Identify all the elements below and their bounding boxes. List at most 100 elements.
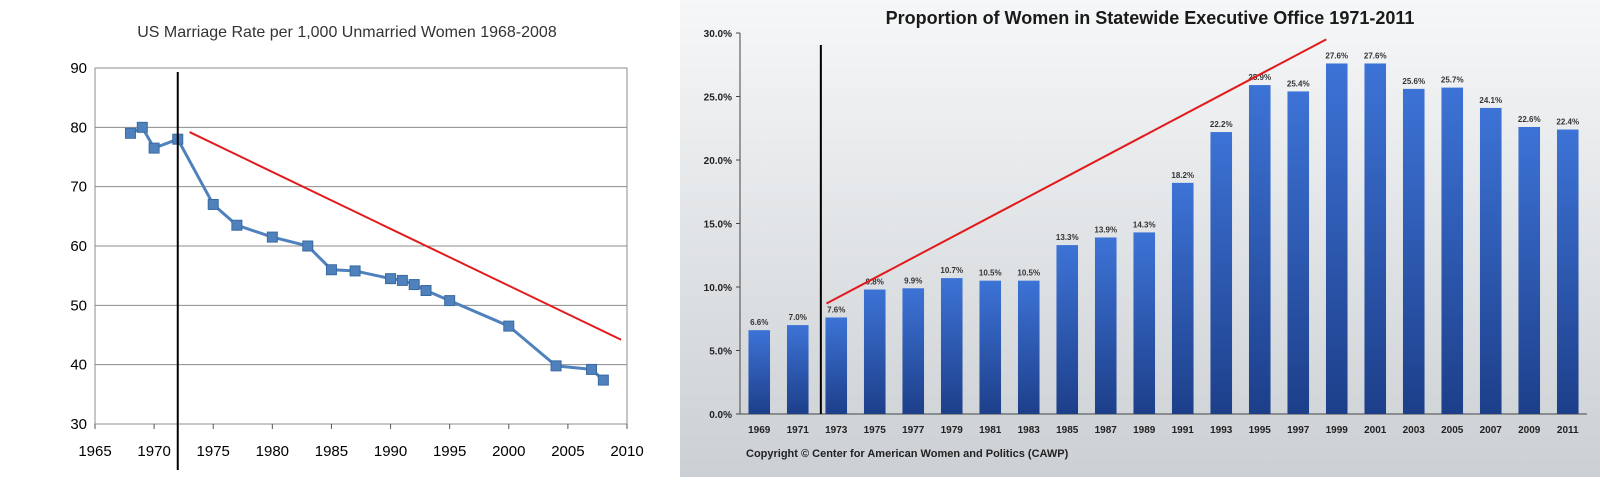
bar [1556, 129, 1579, 414]
data-label: 24.1% [1479, 96, 1502, 105]
data-label: 25.9% [1248, 73, 1271, 82]
y-tick-label: 90 [70, 60, 87, 77]
bar [1518, 126, 1541, 414]
data-point [408, 279, 420, 291]
data-point [124, 127, 136, 139]
bar [1171, 182, 1194, 414]
x-tick-label: 1985 [315, 443, 348, 460]
data-label: 25.7% [1441, 76, 1464, 85]
x-tick-label: 1993 [1210, 425, 1233, 436]
x-tick-label: 1991 [1172, 425, 1195, 436]
bar [1094, 237, 1117, 414]
data-label: 9.8% [866, 278, 884, 287]
x-tick-label: 1997 [1287, 425, 1310, 436]
data-point [586, 363, 598, 375]
x-tick-label: 1975 [864, 425, 887, 436]
data-label: 9.9% [904, 276, 922, 285]
x-tick-label: 1970 [137, 443, 170, 460]
women-executive-office-chart: Proportion of Women in Statewide Executi… [680, 0, 1600, 477]
data-label: 10.5% [979, 269, 1002, 278]
data-point [396, 274, 408, 286]
y-tick-label: 5.0% [709, 347, 732, 358]
bar [1210, 132, 1233, 414]
x-tick-label: 1990 [374, 443, 407, 460]
chart-title: Proportion of Women in Statewide Executi… [886, 8, 1415, 28]
x-tick-label: 1975 [197, 443, 230, 460]
data-point [148, 142, 160, 154]
data-label: 27.6% [1325, 51, 1348, 60]
data-point [266, 231, 278, 243]
x-tick-label: 1981 [979, 425, 1002, 436]
x-tick-label: 1979 [941, 425, 964, 436]
data-label: 25.4% [1287, 79, 1310, 88]
data-label: 22.6% [1518, 115, 1541, 124]
data-point [385, 273, 397, 285]
marriage-rate-chart-svg: US Marriage Rate per 1,000 Unmarried Wom… [70, 24, 644, 470]
x-tick-label: 1977 [902, 425, 925, 436]
women-executive-office-chart-svg: Proportion of Women in Statewide Executi… [680, 0, 1600, 477]
x-tick-label: 2010 [610, 443, 643, 460]
data-label: 22.4% [1556, 118, 1579, 127]
x-tick-label: 1980 [256, 443, 289, 460]
chart-title: US Marriage Rate per 1,000 Unmarried Wom… [137, 24, 557, 41]
bar [1248, 85, 1271, 414]
data-point [302, 240, 314, 252]
x-tick-label: 1995 [433, 443, 466, 460]
bar [979, 280, 1002, 414]
trend-line [189, 131, 622, 341]
bar [1479, 107, 1502, 415]
data-point [503, 320, 515, 332]
data-point [349, 265, 361, 277]
bar [1056, 245, 1079, 414]
marriage-rate-chart: US Marriage Rate per 1,000 Unmarried Wom… [0, 0, 660, 477]
data-point [550, 360, 562, 372]
data-label: 18.2% [1171, 171, 1194, 180]
y-tick-label: 20.0% [704, 156, 732, 167]
data-point [597, 374, 609, 386]
data-point [136, 121, 148, 133]
copyright-footer: Copyright © Center for American Women an… [746, 448, 1069, 460]
plot-frame [94, 67, 628, 425]
y-tick-label: 80 [70, 119, 87, 136]
data-point [207, 198, 219, 210]
x-tick-label: 2007 [1480, 425, 1503, 436]
bar [1325, 63, 1348, 414]
x-tick-label: 2000 [492, 443, 525, 460]
y-tick-label: 30 [70, 416, 87, 433]
bar [902, 288, 925, 414]
y-tick-label: 10.0% [704, 283, 732, 294]
y-tick-label: 60 [70, 238, 87, 255]
x-tick-label: 1971 [787, 425, 810, 436]
trend-line [826, 38, 1327, 305]
data-label: 13.9% [1094, 225, 1117, 234]
x-tick-label: 1969 [748, 425, 771, 436]
bar [1364, 63, 1387, 414]
x-tick-label: 2009 [1518, 425, 1541, 436]
bar [825, 317, 848, 414]
data-label: 7.0% [789, 313, 807, 322]
data-label: 13.3% [1056, 233, 1079, 242]
x-tick-label: 1999 [1326, 425, 1349, 436]
bar [1287, 91, 1310, 415]
bar [786, 325, 809, 414]
bar [1441, 87, 1464, 415]
x-tick-label: 2011 [1557, 425, 1579, 436]
data-label: 14.3% [1133, 220, 1156, 229]
x-tick-label: 1995 [1249, 425, 1272, 436]
x-tick-label: 2001 [1364, 425, 1387, 436]
data-label: 10.5% [1017, 269, 1040, 278]
x-tick-label: 2005 [1441, 425, 1464, 436]
x-tick-label: 1987 [1095, 425, 1118, 436]
y-tick-label: 50 [70, 297, 87, 314]
data-point [420, 285, 432, 296]
y-tick-label: 15.0% [704, 220, 732, 231]
bar [1017, 280, 1040, 414]
y-tick-label: 30.0% [704, 29, 732, 40]
data-point [325, 264, 337, 276]
y-tick-label: 0.0% [709, 410, 732, 421]
bar [940, 278, 963, 414]
data-label: 6.6% [750, 318, 768, 327]
y-tick-label: 25.0% [704, 93, 732, 104]
data-label: 10.7% [940, 266, 963, 275]
series-line [129, 125, 605, 382]
